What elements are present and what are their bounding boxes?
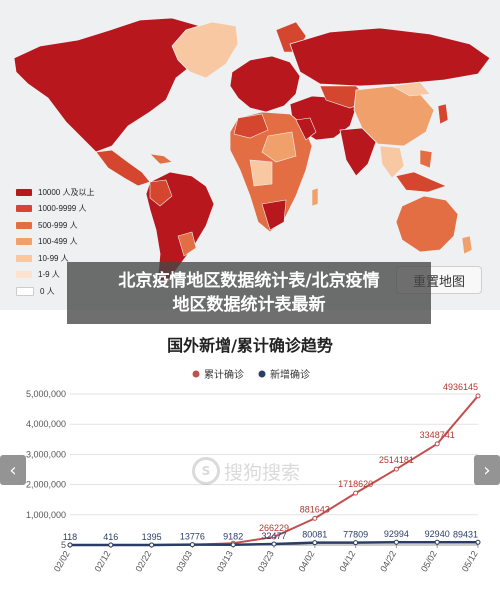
data-label: 2514181 — [379, 455, 414, 465]
legend-item[interactable]: 0 人 — [16, 283, 94, 300]
map-region-russia — [289, 27, 491, 87]
legend-label: 10-99 人 — [38, 253, 69, 263]
data-point — [189, 542, 195, 548]
chart-legend-marker — [258, 370, 266, 378]
map-region-greenland — [171, 21, 239, 79]
caption-line-1: 北京疫情地区数据统计表/北京疫情 — [118, 271, 380, 291]
data-point — [475, 539, 481, 545]
y-tick-label: 1,000,000 — [26, 510, 66, 520]
data-point — [230, 542, 236, 548]
sogou-logo-icon: S — [192, 457, 220, 485]
data-label: 80081 — [302, 530, 327, 540]
legend-label: 0 人 — [40, 286, 55, 296]
data-label: 881643 — [300, 504, 330, 514]
chart-legend-marker — [192, 370, 200, 378]
legend-swatch — [16, 254, 32, 262]
data-label: 13776 — [180, 532, 205, 542]
map-region-india — [339, 127, 377, 177]
x-tick-label: 03/03 — [174, 549, 194, 574]
data-point — [475, 393, 481, 399]
data-point — [271, 541, 277, 547]
y-tick-label: 5 — [61, 540, 66, 550]
caption-line-2: 地区数据统计表最新 — [172, 295, 326, 315]
data-point — [434, 539, 440, 545]
data-label: 3348741 — [420, 430, 455, 440]
chart-title: 国外新增/累计确诊趋势 — [167, 336, 333, 355]
x-tick-label: 05/02 — [419, 549, 439, 574]
data-point — [393, 539, 399, 545]
y-tick-label: 3,000,000 — [26, 449, 66, 459]
data-label: 77809 — [343, 530, 368, 540]
data-point — [353, 490, 359, 496]
caption-banner: 北京疫情地区数据统计表/北京疫情 地区数据统计表最新 — [67, 262, 431, 324]
chart-legend-label: 新增确诊 — [270, 368, 310, 381]
x-tick-label: 04/02 — [297, 549, 317, 574]
legend-item[interactable]: 1000-9999 人 — [16, 201, 94, 218]
data-point — [434, 441, 440, 447]
x-tick-label: 02/02 — [52, 549, 72, 574]
y-tick-label: 2,000,000 — [26, 480, 66, 490]
watermark-text: 搜狗搜索 — [224, 461, 301, 484]
y-tick-label: 5,000,000 — [26, 389, 66, 399]
data-point — [393, 466, 399, 472]
data-label: 416 — [103, 532, 118, 542]
x-tick-label: 02/12 — [93, 549, 113, 574]
legend-swatch — [16, 188, 32, 196]
data-label: 4936145 — [443, 382, 478, 392]
data-point — [271, 534, 277, 540]
watermark: S 搜狗搜索 — [192, 457, 300, 485]
legend-label: 100-499 人 — [38, 237, 78, 247]
map-region-central-america — [95, 149, 151, 187]
legend-swatch — [16, 286, 34, 296]
data-label: 118 — [63, 532, 77, 542]
legend-label: 1000-9999 人 — [38, 204, 87, 214]
legend-label: 500-999 人 — [38, 220, 78, 230]
data-label: 1395 — [142, 532, 162, 542]
data-point — [312, 540, 318, 546]
data-label: 266229 — [259, 523, 289, 533]
data-label: 92994 — [384, 529, 409, 539]
data-label: 32477 — [261, 531, 286, 541]
y-tick-label: 4,000,000 — [26, 419, 66, 429]
world-map-panel: 10000 人及以上 1000-9999 人 500-999 人 100-499 人 1… — [0, 0, 500, 310]
legend-swatch — [16, 221, 32, 229]
legend-swatch — [16, 238, 32, 246]
legend-item[interactable]: 500-999 人 — [16, 217, 94, 234]
chart-legend-label: 累计确诊 — [204, 368, 244, 381]
legend-swatch — [16, 271, 32, 279]
map-region-north-america — [13, 17, 211, 153]
map-region-europe — [229, 55, 301, 113]
legend-item[interactable]: 100-499 人 — [16, 234, 94, 251]
x-tick-label: 03/23 — [256, 549, 276, 574]
data-label: 9182 — [223, 532, 243, 542]
next-image-button[interactable]: › — [474, 455, 500, 485]
data-point — [108, 542, 114, 548]
x-tick-label: 05/12 — [460, 549, 480, 574]
map-legend: 10000 人及以上 1000-9999 人 500-999 人 100-499 人 1… — [16, 184, 94, 300]
legend-item[interactable]: 10000 人及以上 — [16, 184, 94, 201]
data-label: 1718620 — [338, 479, 373, 489]
legend-label: 1-9 人 — [38, 270, 60, 280]
x-tick-label: 04/12 — [337, 549, 357, 574]
map-region-southeast-asia — [379, 145, 405, 179]
data-point — [67, 542, 73, 548]
x-tick-label: 04/22 — [378, 549, 398, 574]
data-point — [149, 542, 155, 548]
trend-chart: 累计确诊 新增确诊 5 1,000,000 2,000,000 3,000,000 4,00… — [26, 368, 481, 574]
data-point — [312, 515, 318, 521]
legend-label: 10000 人及以上 — [38, 187, 95, 197]
legend-swatch — [16, 205, 32, 213]
x-tick-label: 02/22 — [133, 549, 153, 574]
world-map[interactable] — [0, 0, 500, 310]
legend-item[interactable]: 1-9 人 — [16, 267, 94, 284]
data-label: 89431 — [453, 529, 478, 539]
legend-item[interactable]: 10-99 人 — [16, 250, 94, 267]
trend-chart-panel: 国外新增/累计确诊趋势 累计确诊 新增确诊 5 1,000,000 2,000,000 3… — [0, 324, 500, 589]
data-point — [353, 540, 359, 546]
map-region-australia — [395, 195, 459, 253]
data-label: 92940 — [425, 529, 450, 539]
x-tick-label: 03/13 — [215, 549, 235, 574]
prev-image-button[interactable]: ‹ — [0, 455, 26, 485]
